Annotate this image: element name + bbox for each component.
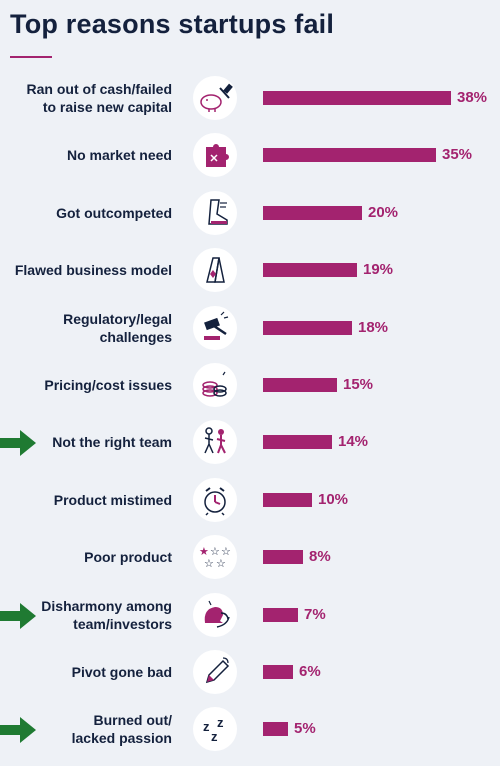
data-label: 8% bbox=[309, 548, 331, 565]
bar bbox=[263, 148, 436, 162]
bar bbox=[263, 321, 352, 335]
running-shoe-icon bbox=[193, 191, 237, 235]
bar bbox=[263, 608, 298, 622]
category-label-line: Disharmony among bbox=[41, 598, 172, 614]
category-label-line: Regulatory/legal bbox=[63, 311, 172, 327]
category-label: Burned out/lacked passion bbox=[2, 702, 172, 756]
bar-row: Ran out of cash/failed to raise new capit… bbox=[0, 71, 500, 125]
data-label: 19% bbox=[363, 261, 394, 278]
highlight-arrow-icon bbox=[0, 603, 36, 629]
puzzle-piece-icon bbox=[193, 133, 237, 177]
bar bbox=[263, 263, 357, 277]
bar-row: No market need 35% bbox=[0, 128, 500, 182]
svg-text:z: z bbox=[203, 719, 210, 734]
category-label: Pivot gone bad bbox=[2, 645, 172, 699]
data-label: 35% bbox=[442, 146, 473, 163]
category-label-line: challenges bbox=[99, 329, 172, 345]
category-label: Flawed business model bbox=[2, 243, 172, 297]
data-label: 20% bbox=[368, 204, 399, 221]
category-label: No market need bbox=[2, 128, 172, 182]
arguing-faces-icon bbox=[193, 593, 237, 637]
data-label: 5% bbox=[294, 720, 316, 737]
bar bbox=[263, 493, 312, 507]
walking-people-icon bbox=[193, 420, 237, 464]
data-label: 7% bbox=[304, 606, 326, 623]
category-label: Got outcompeted bbox=[2, 186, 172, 240]
bar-row: Not the right team 14% bbox=[0, 415, 500, 469]
category-label-line: Ran out of cash/failed bbox=[26, 81, 172, 97]
category-label-line: Flawed business model bbox=[14, 262, 172, 278]
card-house-icon bbox=[193, 248, 237, 292]
bar-row: Regulatory/legal challenges 18% bbox=[0, 301, 500, 355]
bar-row: Flawed business model 19% bbox=[0, 243, 500, 297]
bar-row: Poor product ★ ☆ ☆ ☆ ☆ 8% bbox=[0, 530, 500, 584]
pencil-icon bbox=[193, 650, 237, 694]
bar bbox=[263, 550, 303, 564]
category-label-line: Got outcompeted bbox=[56, 205, 172, 221]
category-label: Product mistimed bbox=[2, 473, 172, 527]
bar bbox=[263, 722, 288, 736]
gavel-icon bbox=[193, 306, 237, 350]
category-label: Disharmony among team/investors bbox=[2, 588, 172, 642]
bar bbox=[263, 665, 293, 679]
bar bbox=[263, 378, 337, 392]
title-underline bbox=[10, 56, 52, 58]
bar-row: Disharmony among team/investors 7% bbox=[0, 588, 500, 642]
highlight-arrow-icon bbox=[0, 717, 36, 743]
stars-rating-icon: ★ ☆ ☆ ☆ ☆ bbox=[193, 535, 237, 579]
bar-row: Got outcompeted 20% bbox=[0, 186, 500, 240]
bar-row: Product mistimed 10% bbox=[0, 473, 500, 527]
category-label: Ran out of cash/failed to raise new capit… bbox=[2, 71, 172, 125]
category-label-line: Pivot gone bad bbox=[71, 664, 172, 680]
alarm-clock-icon bbox=[193, 478, 237, 522]
category-label-line: to raise new capital bbox=[42, 99, 172, 115]
data-label: 18% bbox=[358, 319, 389, 336]
svg-text:z: z bbox=[217, 715, 224, 730]
coin-stack-icon bbox=[193, 363, 237, 407]
category-label-line: Burned out/ bbox=[93, 712, 172, 728]
svg-text:☆: ☆ bbox=[216, 558, 226, 570]
svg-text:☆: ☆ bbox=[210, 546, 220, 558]
category-label-line: No market need bbox=[66, 147, 172, 163]
category-label-line: Poor product bbox=[84, 549, 172, 565]
category-label: Regulatory/legal challenges bbox=[2, 301, 172, 355]
data-label: 38% bbox=[457, 89, 488, 106]
data-label: 10% bbox=[318, 491, 349, 508]
data-label: 6% bbox=[299, 663, 321, 680]
category-label: Pricing/cost issues bbox=[2, 358, 172, 412]
category-label-line: Not the right team bbox=[52, 434, 172, 450]
svg-text:☆: ☆ bbox=[204, 558, 214, 570]
data-label: 14% bbox=[338, 433, 369, 450]
bar-row: Pricing/cost issues 15% bbox=[0, 358, 500, 412]
bar-row: Pivot gone bad 6% bbox=[0, 645, 500, 699]
data-label: 15% bbox=[343, 376, 374, 393]
category-label-line: team/investors bbox=[73, 616, 172, 632]
category-label-line: Pricing/cost issues bbox=[44, 377, 172, 393]
svg-text:★: ★ bbox=[199, 546, 209, 558]
svg-text:☆: ☆ bbox=[221, 546, 231, 558]
category-label-line: lacked passion bbox=[71, 730, 172, 746]
bar-row: Burned out/lacked passion z z z 5% bbox=[0, 702, 500, 756]
category-label: Not the right team bbox=[2, 415, 172, 469]
category-label: Poor product bbox=[2, 530, 172, 584]
svg-text:z: z bbox=[211, 729, 218, 744]
piggy-bank-hammer-icon bbox=[193, 76, 237, 120]
category-label-line: Product mistimed bbox=[53, 492, 172, 508]
highlight-arrow-icon bbox=[0, 430, 36, 456]
chart-title: Top reasons startups fail bbox=[10, 9, 335, 39]
bar bbox=[263, 435, 332, 449]
bar bbox=[263, 206, 362, 220]
bar bbox=[263, 91, 451, 105]
